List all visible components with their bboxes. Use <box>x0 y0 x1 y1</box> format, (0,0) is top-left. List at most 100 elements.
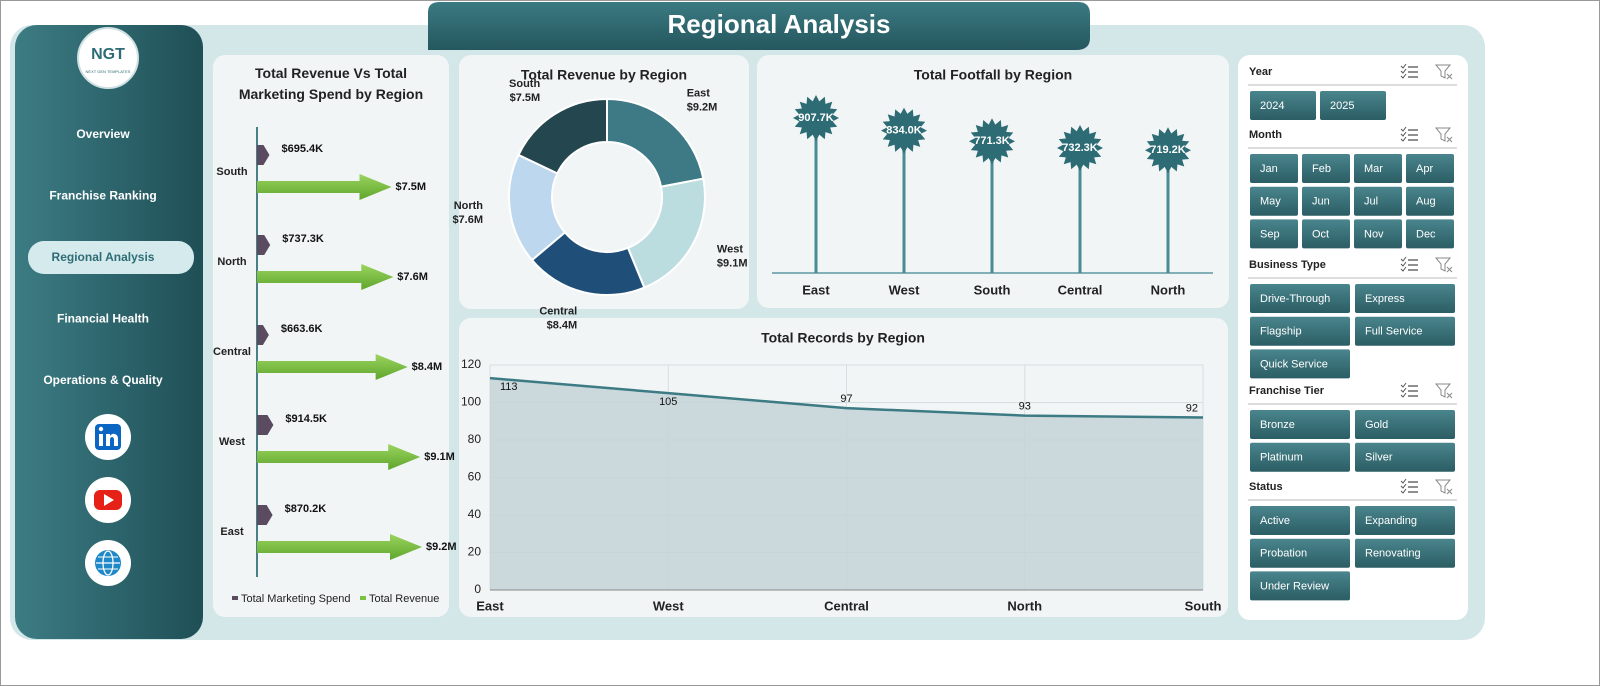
legend-swatch <box>360 596 366 600</box>
clear-filter-icon[interactable] <box>1434 127 1453 143</box>
data-label: 93 <box>1019 401 1031 413</box>
data-label: $9.1M <box>424 451 455 463</box>
nav-active-pill <box>28 241 194 274</box>
slicer-button[interactable] <box>1302 219 1350 249</box>
slicer-item: Nov <box>1364 228 1384 240</box>
nav-item[interactable]: Regional Analysis <box>52 250 155 264</box>
slicer-button[interactable] <box>1355 316 1455 346</box>
bar <box>257 444 421 470</box>
multiselect-icon[interactable] <box>1400 382 1407 398</box>
slicer-button[interactable] <box>1355 410 1455 439</box>
data-label: $870.2K <box>285 503 327 515</box>
multiselect-icon[interactable] <box>1400 478 1407 494</box>
category-label: East <box>220 526 244 538</box>
slicer-button[interactable] <box>1250 349 1350 379</box>
slice-label: West <box>717 243 743 255</box>
slicer-button[interactable] <box>1406 219 1454 249</box>
slicer-item: Apr <box>1416 163 1433 175</box>
multiselect-icon[interactable] <box>1400 256 1407 272</box>
lollipop-head <box>969 118 1015 165</box>
clear-filter-icon[interactable] <box>1434 479 1453 495</box>
social-icons <box>85 414 131 586</box>
donut-slice <box>517 97 608 175</box>
slicer-item: 2024 <box>1260 100 1284 112</box>
slicer-button[interactable] <box>1250 538 1350 568</box>
multiselect-icon[interactable] <box>1400 126 1407 142</box>
slicer-item: Under Review <box>1260 580 1329 592</box>
bar <box>257 534 422 560</box>
slicer-button[interactable] <box>1250 284 1350 313</box>
data-label: 105 <box>659 396 677 408</box>
category-label: West <box>219 436 245 448</box>
slicer-button[interactable] <box>1355 506 1455 535</box>
data-label: $695.4K <box>281 143 323 155</box>
slicer-button[interactable] <box>1250 571 1350 601</box>
slice-label: South <box>509 78 540 90</box>
x-tick-label: East <box>802 282 830 297</box>
slicer-title: Year <box>1249 66 1273 78</box>
slicer-button[interactable] <box>1250 506 1350 535</box>
data-label: 113 <box>500 381 518 393</box>
slicer-button[interactable] <box>1355 284 1455 313</box>
area-fill <box>490 378 1203 590</box>
slicer-button[interactable] <box>1250 91 1316 120</box>
slicer-title: Status <box>1249 481 1283 493</box>
slicer-button[interactable] <box>1354 154 1402 183</box>
slicer-button[interactable] <box>1355 442 1455 472</box>
nav-item[interactable]: Operations & Quality <box>43 373 163 387</box>
nav-item[interactable]: Franchise Ranking <box>49 189 156 203</box>
multiselect-icon[interactable] <box>1400 63 1407 79</box>
slicer-button[interactable] <box>1355 538 1455 568</box>
category-label: South <box>216 166 247 178</box>
slicer-item: Jan <box>1260 163 1278 175</box>
bar <box>257 145 270 165</box>
slicer-button[interactable] <box>1354 219 1402 249</box>
x-tick-label: Central <box>824 598 869 613</box>
slicer-item: Dec <box>1416 228 1436 240</box>
slice-value: $8.4M <box>547 319 578 331</box>
slicer-button[interactable] <box>1406 154 1454 183</box>
slicer-button[interactable] <box>1406 186 1454 216</box>
slicer-item: Active <box>1260 515 1290 527</box>
data-label: 771.3K <box>974 135 1010 147</box>
slicer-item: Silver <box>1365 452 1393 464</box>
x-tick-label: North <box>1151 282 1186 297</box>
clear-filter-icon[interactable] <box>1434 383 1453 399</box>
clear-filter-icon[interactable] <box>1434 64 1453 80</box>
slicer-button[interactable] <box>1250 154 1298 183</box>
chart-title: Total Records by Region <box>761 330 925 346</box>
lollipop-head <box>1057 124 1103 171</box>
slicer-item: Flagship <box>1260 326 1302 338</box>
slicer-item: Aug <box>1416 196 1436 208</box>
x-tick-label: East <box>476 598 504 613</box>
chart-title-box: Total Revenue Vs Total Marketing Spend b… <box>239 65 423 102</box>
nav-item[interactable]: Overview <box>76 127 130 141</box>
slicer-button[interactable] <box>1302 186 1350 216</box>
lollipop-head <box>1145 127 1191 174</box>
slicer-button[interactable] <box>1354 186 1402 216</box>
slicer-item: Drive-Through <box>1260 293 1330 305</box>
slicer-button[interactable] <box>1250 410 1350 439</box>
icon-part <box>106 433 118 446</box>
slicer-item: Probation <box>1260 548 1307 560</box>
slicer-item: Sep <box>1260 228 1280 240</box>
clear-filter-icon[interactable] <box>1434 257 1453 273</box>
slicer-item: Feb <box>1312 163 1331 175</box>
slicer-button[interactable] <box>1250 219 1298 249</box>
slicer-item: Jul <box>1364 196 1378 208</box>
nav-item[interactable]: Financial Health <box>57 312 149 326</box>
legend-label: Total Revenue <box>369 593 439 605</box>
slicer-button[interactable] <box>1250 442 1350 472</box>
slicer-button[interactable] <box>1250 186 1298 216</box>
y-tick-label: 120 <box>461 357 481 371</box>
slicer-button[interactable] <box>1302 154 1350 183</box>
y-tick-label: 80 <box>468 432 482 446</box>
slicer-button[interactable] <box>1320 91 1386 120</box>
y-tick-label: 20 <box>468 545 482 559</box>
y-tick-label: 40 <box>468 507 482 521</box>
y-tick-label: 100 <box>461 395 481 409</box>
slicer-item: Mar <box>1364 163 1383 175</box>
slicer-button[interactable] <box>1250 316 1350 346</box>
slicer-item: Full Service <box>1365 326 1422 338</box>
